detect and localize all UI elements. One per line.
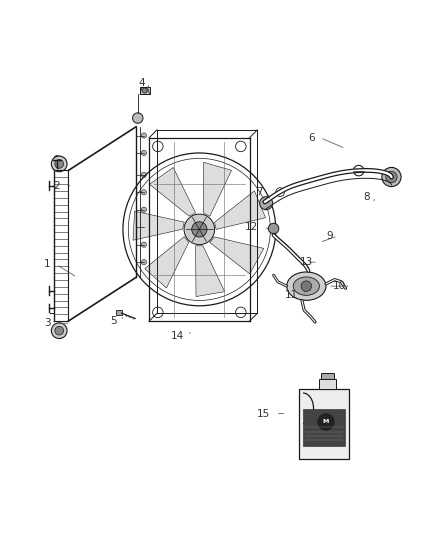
- Circle shape: [192, 222, 207, 237]
- Polygon shape: [133, 211, 184, 240]
- Polygon shape: [215, 191, 265, 229]
- Text: 6: 6: [308, 133, 315, 143]
- Circle shape: [141, 224, 147, 230]
- Ellipse shape: [293, 277, 319, 295]
- Text: 8: 8: [363, 192, 370, 201]
- Text: 5: 5: [110, 316, 117, 326]
- Circle shape: [133, 113, 143, 123]
- Text: 7: 7: [256, 187, 263, 197]
- Polygon shape: [210, 237, 264, 274]
- Bar: [116, 310, 122, 315]
- Text: 9: 9: [326, 231, 332, 241]
- Circle shape: [51, 323, 67, 338]
- FancyBboxPatch shape: [299, 389, 349, 458]
- Polygon shape: [145, 237, 189, 288]
- Bar: [319, 379, 336, 389]
- Circle shape: [382, 167, 401, 187]
- Text: 13: 13: [300, 257, 313, 267]
- Circle shape: [141, 190, 147, 195]
- Text: 15: 15: [257, 409, 271, 418]
- Text: 11: 11: [284, 290, 297, 300]
- Polygon shape: [203, 162, 232, 216]
- Polygon shape: [149, 167, 196, 216]
- Text: 12: 12: [245, 222, 258, 232]
- Bar: [140, 87, 150, 94]
- Circle shape: [301, 281, 311, 292]
- Text: 3: 3: [44, 318, 51, 328]
- Circle shape: [141, 172, 147, 177]
- Circle shape: [55, 159, 64, 168]
- Text: 14: 14: [171, 332, 184, 341]
- Circle shape: [260, 197, 273, 210]
- Circle shape: [141, 207, 147, 212]
- Circle shape: [142, 88, 148, 93]
- Polygon shape: [196, 246, 225, 296]
- Ellipse shape: [287, 272, 326, 300]
- Circle shape: [318, 414, 334, 430]
- Circle shape: [141, 150, 147, 156]
- Bar: [303, 409, 345, 446]
- Circle shape: [141, 260, 147, 265]
- Circle shape: [54, 156, 60, 161]
- Circle shape: [386, 171, 397, 183]
- Text: 10: 10: [332, 281, 346, 291]
- Bar: [321, 373, 334, 379]
- Circle shape: [268, 223, 279, 234]
- Circle shape: [141, 133, 147, 138]
- Text: 2: 2: [53, 181, 60, 191]
- Circle shape: [141, 242, 147, 247]
- Text: M: M: [323, 419, 329, 424]
- Circle shape: [184, 214, 215, 245]
- Text: 1: 1: [44, 260, 51, 269]
- Circle shape: [55, 326, 64, 335]
- Circle shape: [51, 156, 67, 172]
- Text: 4: 4: [138, 78, 145, 88]
